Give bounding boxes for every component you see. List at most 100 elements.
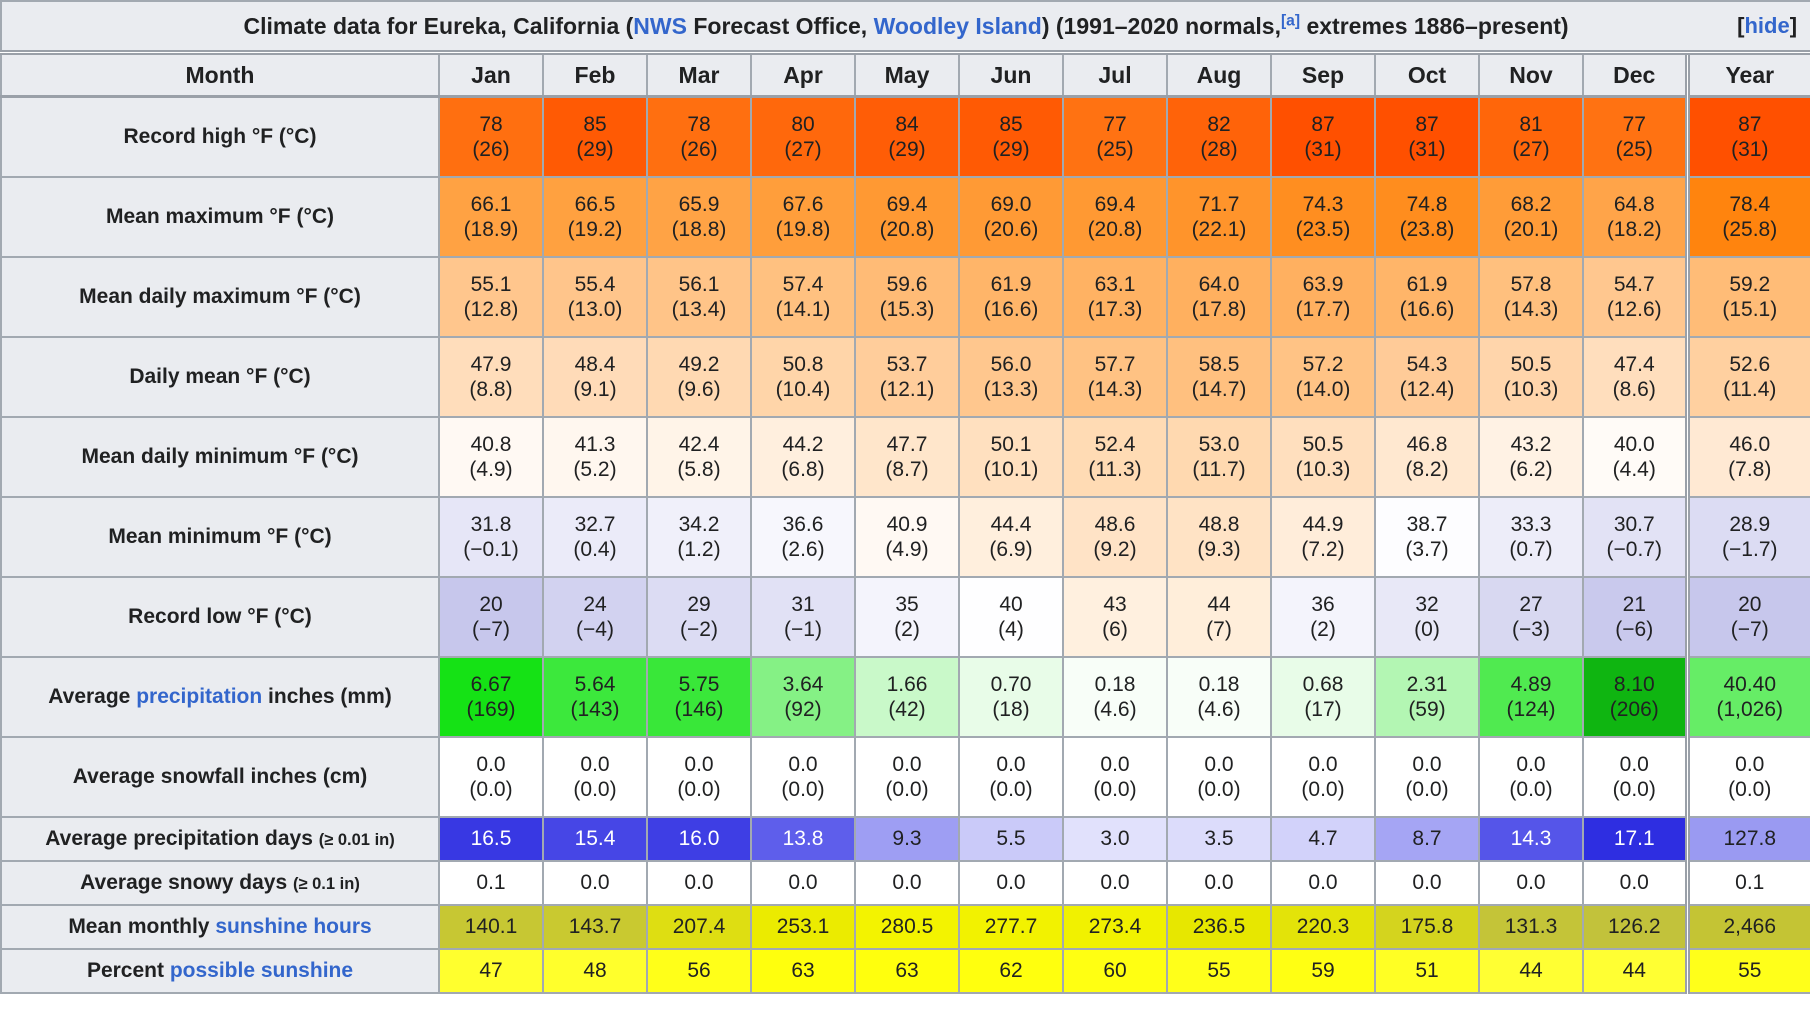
woodley-island-link[interactable]: Woodley Island: [873, 12, 1042, 39]
cell-value: 40.8: [470, 432, 512, 456]
footnote-a-ref[interactable]: [a]: [1280, 11, 1301, 29]
cell-secondary-value: (7.2): [1301, 537, 1345, 561]
cell-mean-monthly-sunshine-hours-nov: 131.3: [1478, 903, 1584, 950]
cell-secondary-value: (8.8): [469, 377, 513, 401]
cell-mean-minimum-jun: 44.4 (6.9): [958, 495, 1064, 578]
cell-secondary-value: (8.6): [1612, 377, 1656, 401]
row-label-mean-daily-maximum: Mean daily maximum °F (°C): [0, 255, 440, 338]
col-header-year: Year: [1684, 51, 1810, 98]
cell-secondary-value: (25): [1096, 137, 1134, 161]
table-row-percent-possible-sunshine: Percent possible sunshine 47 48 56 63 63 62 60 5…: [0, 947, 1810, 994]
cell-value: 40.40: [1723, 672, 1777, 696]
possible-sunshine-link[interactable]: possible sunshine: [169, 958, 354, 982]
row-label-average-snowfall-text-0: Average snowfall inches (cm): [72, 764, 368, 788]
cell-secondary-value: (59): [1408, 697, 1446, 721]
cell-secondary-value: (−3): [1512, 617, 1550, 641]
cell-secondary-value: (4.9): [885, 537, 929, 561]
cell-average-precipitation-days-mar: 16.0: [646, 815, 752, 862]
cell-value: 64.8: [1613, 192, 1655, 216]
cell-value: 127.8: [1723, 827, 1777, 850]
table-row-record-low: Record low °F (°C) 20 (−7) 24 (−4) 29 (−2) 31 (−…: [0, 575, 1810, 658]
cell-percent-possible-sunshine-year: 55: [1684, 947, 1810, 994]
cell-value: 44: [1519, 959, 1543, 982]
cell-average-precipitation-oct: 2.31 (59): [1374, 655, 1480, 738]
footnote-a-ref-sup[interactable]: [a]: [1281, 12, 1300, 29]
cell-value: 52.6: [1729, 352, 1771, 376]
cell-record-low-oct: 32 (0): [1374, 575, 1480, 658]
row-label-record-low-text-0: Record low °F (°C): [128, 604, 312, 628]
cell-value: 50.8: [782, 352, 824, 376]
cell-mean-daily-maximum-dec: 54.7 (12.6): [1582, 255, 1688, 338]
cell-value: 35: [895, 592, 919, 616]
hide-toggle[interactable]: [hide]: [1737, 13, 1797, 39]
cell-mean-daily-maximum-sep: 63.9 (17.7): [1270, 255, 1376, 338]
cell-value: 1.66: [886, 672, 928, 696]
cell-value: 16.0: [678, 827, 720, 850]
cell-secondary-value: (31): [1408, 137, 1446, 161]
cell-value: 57.8: [1510, 272, 1552, 296]
col-header-jan: Jan: [438, 51, 544, 98]
cell-value: 63: [895, 959, 919, 982]
cell-secondary-value: (0.0): [677, 777, 721, 801]
cell-percent-possible-sunshine-may: 63: [854, 947, 960, 994]
cell-secondary-value: (18.8): [671, 217, 727, 241]
cell-mean-daily-maximum-year: 59.2 (15.1): [1684, 255, 1810, 338]
cell-mean-daily-minimum-jan: 40.8 (4.9): [438, 415, 544, 498]
cell-record-high-sep: 87 (31): [1270, 95, 1376, 178]
cell-value: 0.0: [1412, 752, 1442, 776]
nws-link[interactable]: NWS: [633, 12, 687, 39]
precipitation-link[interactable]: precipitation: [136, 684, 263, 708]
cell-mean-daily-maximum-may: 59.6 (15.3): [854, 255, 960, 338]
cell-average-precipitation-days-year: 127.8: [1684, 815, 1810, 862]
cell-secondary-value: (5.8): [677, 457, 721, 481]
cell-secondary-value: (146): [674, 697, 724, 721]
cell-value: 74.8: [1406, 192, 1448, 216]
cell-value: 126.2: [1607, 915, 1661, 938]
col-header-mar: Mar: [646, 51, 752, 98]
cell-value: 46.0: [1729, 432, 1771, 456]
cell-daily-mean-aug: 58.5 (14.7): [1166, 335, 1272, 418]
cell-record-low-jun: 40 (4): [958, 575, 1064, 658]
cell-value: 44.9: [1302, 512, 1344, 536]
cell-secondary-value: (26): [472, 137, 510, 161]
cell-value: 54.7: [1613, 272, 1655, 296]
cell-mean-monthly-sunshine-hours-jun: 277.7: [958, 903, 1064, 950]
col-header-apr: Apr: [750, 51, 856, 98]
cell-secondary-value: (10.4): [775, 377, 831, 401]
cell-mean-daily-maximum-feb: 55.4 (13.0): [542, 255, 648, 338]
cell-mean-minimum-mar: 34.2 (1.2): [646, 495, 752, 578]
cell-average-snowy-days-oct: 0.0: [1374, 859, 1480, 906]
cell-value: 0.0: [1308, 871, 1338, 894]
cell-value: 50.5: [1510, 352, 1552, 376]
cell-value: 50.1: [990, 432, 1032, 456]
hide-link[interactable]: hide: [1744, 13, 1790, 38]
cell-value: 63.1: [1094, 272, 1136, 296]
cell-record-high-nov: 81 (27): [1478, 95, 1584, 178]
cell-value: 0.0: [1100, 871, 1130, 894]
cell-mean-minimum-nov: 33.3 (0.7): [1478, 495, 1584, 578]
cell-secondary-value: (2.6): [781, 537, 825, 561]
cell-value: 0.0: [580, 752, 610, 776]
cell-value: 0.0: [1619, 871, 1649, 894]
cell-mean-daily-maximum-jan: 55.1 (12.8): [438, 255, 544, 338]
cell-value: 43: [1103, 592, 1127, 616]
cell-value: 0.0: [1308, 752, 1338, 776]
cell-secondary-value: (0): [1414, 617, 1440, 641]
cell-secondary-value: (14.0): [1295, 377, 1351, 401]
cell-value: 17.1: [1613, 827, 1655, 850]
cell-value: 44.2: [782, 432, 824, 456]
cell-mean-minimum-sep: 44.9 (7.2): [1270, 495, 1376, 578]
title-text-3: ) (1991–2020 normals,: [1041, 12, 1281, 39]
cell-record-high-year: 87 (31): [1684, 95, 1810, 178]
cell-mean-daily-minimum-feb: 41.3 (5.2): [542, 415, 648, 498]
cell-value: 0.1: [1735, 871, 1765, 894]
cell-daily-mean-may: 53.7 (12.1): [854, 335, 960, 418]
cell-value: 81: [1519, 112, 1543, 136]
cell-value: 57.7: [1094, 352, 1136, 376]
cell-value: 42.4: [678, 432, 720, 456]
row-label-mean-daily-minimum: Mean daily minimum °F (°C): [0, 415, 440, 498]
sunshine-hours-link[interactable]: sunshine hours: [215, 914, 372, 938]
cell-value: 62: [999, 959, 1023, 982]
row-label-record-low: Record low °F (°C): [0, 575, 440, 658]
cell-mean-maximum-jul: 69.4 (20.8): [1062, 175, 1168, 258]
